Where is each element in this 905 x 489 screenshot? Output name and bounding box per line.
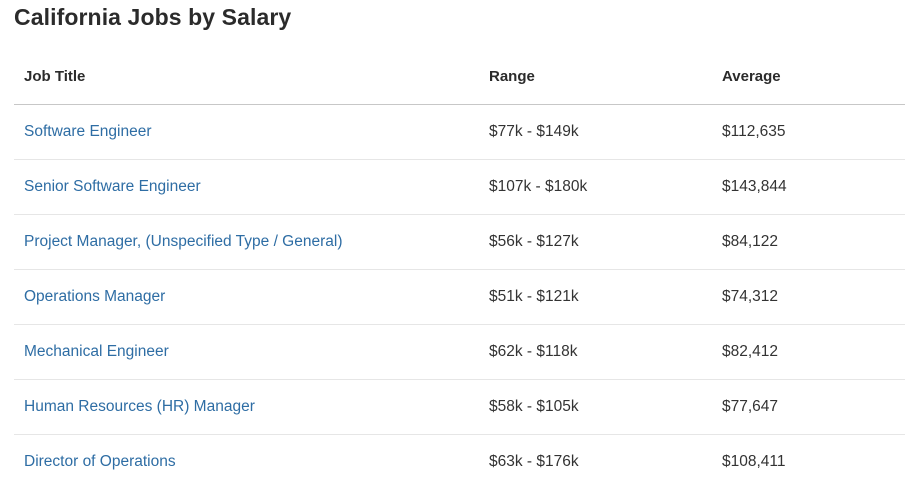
job-title-cell: Operations Manager xyxy=(14,287,489,307)
salary-range-cell: $58k - $105k xyxy=(489,398,579,415)
table-row: Project Manager, (Unspecified Type / Gen… xyxy=(14,215,905,270)
table-row: Operations Manager $51k - $121k $74,312 xyxy=(14,270,905,325)
column-header-range: Range xyxy=(489,68,535,85)
salary-range-cell: $77k - $149k xyxy=(489,123,579,140)
table-row: Director of Operations $63k - $176k $108… xyxy=(14,435,905,489)
job-title-link[interactable]: Mechanical Engineer xyxy=(24,343,169,360)
salary-average-cell: $82,412 xyxy=(722,343,779,360)
job-title-link[interactable]: Project Manager, (Unspecified Type / Gen… xyxy=(24,233,343,250)
job-title-cell: Senior Software Engineer xyxy=(14,177,489,197)
page-title: California Jobs by Salary xyxy=(14,4,292,30)
salary-range-cell: $51k - $121k xyxy=(489,288,579,305)
table-row: Senior Software Engineer $107k - $180k $… xyxy=(14,160,905,215)
job-title-cell: Director of Operations xyxy=(14,452,489,472)
salary-table: Job Title Range Average Software Enginee… xyxy=(14,50,905,489)
salary-average-cell: $112,635 xyxy=(722,123,786,140)
table-row: Software Engineer $77k - $149k $112,635 xyxy=(14,105,905,160)
job-title-cell: Human Resources (HR) Manager xyxy=(14,397,489,417)
column-header-average: Average xyxy=(722,68,781,85)
job-title-cell: Mechanical Engineer xyxy=(14,342,489,362)
column-header-job-title: Job Title xyxy=(24,68,86,85)
job-title-link[interactable]: Senior Software Engineer xyxy=(24,178,201,195)
salary-range-cell: $63k - $176k xyxy=(489,453,579,470)
job-title-cell: Software Engineer xyxy=(14,122,489,142)
job-title-link[interactable]: Software Engineer xyxy=(24,123,152,140)
salary-average-cell: $77,647 xyxy=(722,398,779,415)
salary-average-cell: $74,312 xyxy=(722,288,779,305)
job-title-link[interactable]: Director of Operations xyxy=(24,453,176,470)
table-row: Mechanical Engineer $62k - $118k $82,412 xyxy=(14,325,905,380)
table-header-row: Job Title Range Average xyxy=(14,50,905,105)
salary-average-cell: $84,122 xyxy=(722,233,779,250)
job-title-cell: Project Manager, (Unspecified Type / Gen… xyxy=(14,232,489,252)
job-title-link[interactable]: Human Resources (HR) Manager xyxy=(24,398,255,415)
salary-average-cell: $143,844 xyxy=(722,178,787,195)
job-title-link[interactable]: Operations Manager xyxy=(24,288,166,305)
salary-range-cell: $107k - $180k xyxy=(489,178,588,195)
salary-range-cell: $62k - $118k xyxy=(489,343,578,360)
table-row: Human Resources (HR) Manager $58k - $105… xyxy=(14,380,905,435)
salary-range-cell: $56k - $127k xyxy=(489,233,579,250)
salary-average-cell: $108,411 xyxy=(722,453,786,470)
